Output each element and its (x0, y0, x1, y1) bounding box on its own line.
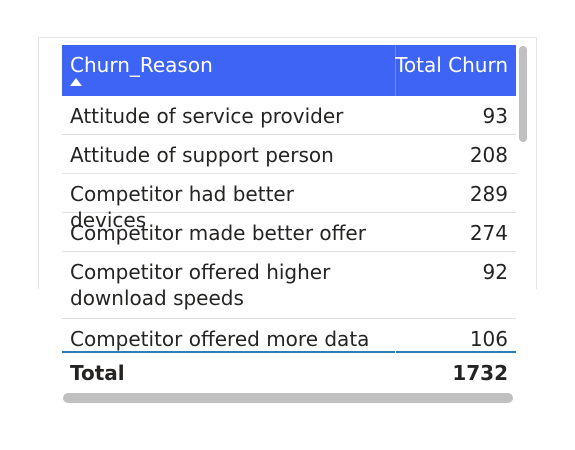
cell-churn-reason: Attitude of support person (70, 143, 334, 167)
total-value: 1732 (452, 361, 508, 385)
cell-churn-reason: Attitude of service provider (70, 104, 344, 128)
table-viewport[interactable]: Churn_Reason Total Churn Attitude of ser… (62, 45, 516, 352)
underline-segment-reason (62, 351, 395, 353)
horizontal-scrollbar-thumb[interactable] (63, 393, 513, 403)
table-header: Churn_Reason Total Churn (62, 45, 516, 96)
table-row[interactable]: Attitude of service provider 93 (62, 96, 516, 135)
column-header-churn-reason[interactable]: Churn_Reason (70, 53, 213, 77)
cell-churn-reason: Competitor offered higher download speed… (70, 260, 331, 310)
cell-total-churn: 93 (482, 104, 508, 128)
table-row[interactable]: Competitor offered higher download speed… (62, 252, 516, 319)
selected-row-underline (62, 351, 516, 353)
total-label: Total (70, 361, 125, 385)
underline-segment-total (396, 351, 516, 353)
table-row[interactable]: Attitude of support person 208 (62, 135, 516, 174)
column-header-total-churn[interactable]: Total Churn (395, 53, 508, 77)
sort-ascending-icon[interactable] (70, 78, 82, 86)
table-visual-frame (38, 37, 537, 289)
column-divider[interactable] (395, 45, 396, 96)
vertical-scrollbar-thumb[interactable] (519, 46, 527, 142)
cell-total-churn: 92 (482, 260, 508, 284)
table-row[interactable]: Competitor made better offer 274 (62, 213, 516, 252)
cell-total-churn: 274 (469, 221, 508, 245)
cell-churn-reason: Competitor offered more data (70, 327, 370, 351)
cell-total-churn: 208 (469, 143, 508, 167)
table-body: Attitude of service provider 93 Attitude… (62, 96, 516, 352)
cell-total-churn: 106 (469, 327, 508, 351)
table-row[interactable]: Competitor offered more data 106 (62, 319, 516, 352)
cell-total-churn: 289 (469, 182, 508, 206)
cell-churn-reason: Competitor had better devices (70, 182, 294, 232)
table-total-row: Total 1732 (62, 356, 516, 390)
table-row[interactable]: Competitor had better devices 289 (62, 174, 516, 232)
cell-churn-reason: Competitor made better offer (70, 221, 366, 245)
